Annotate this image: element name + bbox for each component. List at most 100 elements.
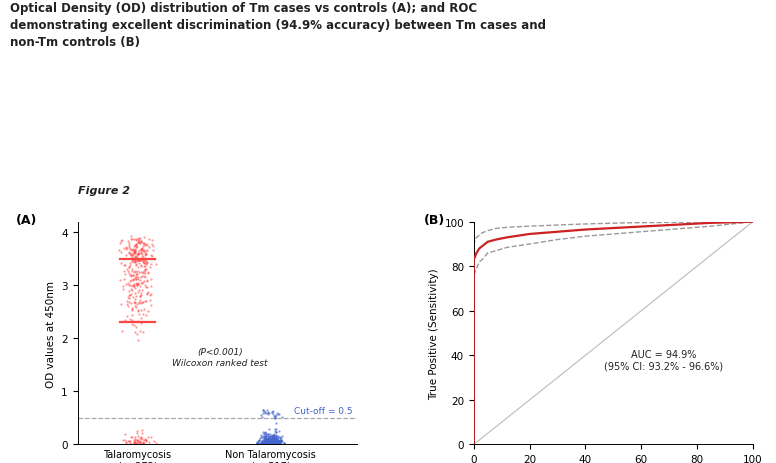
Point	[266, 438, 279, 445]
Point	[123, 240, 135, 247]
Point	[270, 438, 282, 446]
Point	[119, 317, 131, 325]
Point	[143, 438, 155, 446]
Point	[271, 437, 283, 444]
Point	[258, 433, 270, 440]
Point	[269, 437, 282, 444]
Point	[262, 440, 275, 448]
Point	[261, 440, 273, 448]
Point	[262, 438, 274, 446]
Point	[137, 267, 150, 275]
Point	[256, 438, 268, 445]
Point	[262, 439, 275, 446]
Point	[145, 261, 158, 268]
Point	[126, 316, 138, 324]
Point	[263, 436, 275, 444]
Point	[265, 438, 277, 445]
Point	[125, 236, 137, 243]
Point	[127, 246, 140, 254]
Point	[123, 271, 136, 279]
Point	[264, 440, 276, 448]
Point	[132, 239, 144, 247]
Point	[138, 241, 151, 248]
Point	[135, 306, 147, 313]
Point	[130, 268, 143, 275]
Point	[261, 439, 273, 447]
Point	[262, 439, 274, 447]
Point	[263, 440, 275, 448]
Point	[262, 440, 275, 447]
Point	[263, 440, 275, 448]
Point	[265, 439, 277, 447]
Point	[262, 438, 274, 446]
Point	[267, 441, 279, 448]
Point	[266, 433, 279, 440]
Point	[133, 240, 145, 247]
Point	[259, 438, 272, 445]
Point	[268, 412, 280, 419]
Point	[264, 438, 276, 445]
Point	[265, 438, 277, 446]
Point	[140, 436, 152, 443]
Point	[127, 255, 140, 263]
Point	[150, 261, 162, 268]
Point	[137, 440, 150, 448]
Point	[269, 439, 282, 446]
Point	[258, 439, 271, 447]
Point	[263, 436, 275, 444]
Point	[260, 440, 272, 447]
Point	[141, 260, 154, 267]
Point	[272, 440, 285, 448]
Point	[138, 247, 151, 255]
Point	[264, 438, 276, 446]
Point	[262, 440, 275, 448]
Point	[144, 264, 156, 271]
Point	[272, 440, 284, 447]
Point	[265, 438, 277, 445]
Point	[273, 440, 286, 447]
Point	[267, 434, 279, 442]
Point	[257, 407, 269, 414]
Point	[267, 438, 279, 445]
Point	[266, 439, 279, 447]
Point	[275, 437, 287, 444]
Point	[259, 439, 272, 446]
Point	[130, 324, 142, 331]
Point	[130, 275, 142, 283]
Point	[263, 438, 275, 445]
Point	[267, 435, 279, 443]
Point	[257, 409, 269, 417]
Point	[133, 250, 145, 257]
Point	[137, 257, 149, 264]
Point	[129, 242, 141, 250]
Point	[262, 439, 274, 447]
Point	[268, 440, 280, 448]
Point	[133, 311, 146, 318]
Point	[260, 438, 272, 445]
Point	[126, 236, 138, 244]
Point	[259, 438, 272, 445]
Point	[263, 432, 275, 440]
Point	[259, 439, 272, 447]
Point	[115, 249, 127, 256]
Point	[266, 436, 279, 443]
Point	[265, 438, 278, 445]
Point	[261, 439, 273, 447]
Point	[268, 433, 281, 441]
Point	[121, 266, 133, 274]
Point	[130, 262, 142, 269]
Point	[137, 329, 149, 336]
Point	[264, 439, 276, 446]
Point	[140, 259, 153, 266]
Point	[266, 439, 279, 447]
Point	[253, 437, 265, 444]
Point	[261, 439, 273, 447]
Point	[259, 434, 272, 442]
Point	[256, 438, 268, 446]
Point	[139, 267, 151, 274]
Point	[258, 435, 270, 443]
Point	[262, 440, 274, 447]
Point	[137, 279, 149, 286]
Point	[269, 441, 282, 448]
Point	[134, 255, 147, 263]
